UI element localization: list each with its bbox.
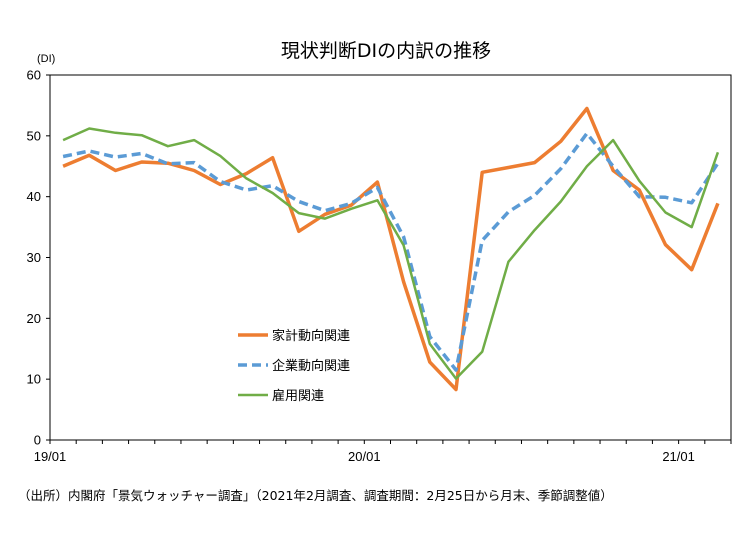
x-tick-label: 21/01 bbox=[662, 449, 695, 464]
y-tick-label: 10 bbox=[27, 372, 41, 387]
x-tick-label: 20/01 bbox=[348, 449, 381, 464]
y-tick-label: 0 bbox=[34, 433, 41, 448]
axes: 0 10 20 30 40 50 60 19/01 20/01 21/01 bbox=[27, 68, 732, 464]
legend-label-3: 雇用関連 bbox=[272, 388, 324, 404]
legend-label-1: 家計動向関連 bbox=[272, 328, 350, 344]
y-tick-label: 30 bbox=[27, 250, 41, 265]
legend-label-2: 企業動向関連 bbox=[272, 358, 350, 374]
x-tick-label: 19/01 bbox=[34, 449, 67, 464]
y-tick-label: 50 bbox=[27, 128, 41, 143]
y-tick-label: 20 bbox=[27, 311, 41, 326]
plot-frame bbox=[49, 74, 732, 441]
chart-title: 現状判断DIの内訳の推移 bbox=[281, 40, 491, 62]
series-line-2 bbox=[62, 131, 720, 372]
y-tick-label: 40 bbox=[27, 189, 41, 204]
y-axis-unit: (DI) bbox=[37, 53, 55, 65]
y-tick-label: 60 bbox=[27, 68, 41, 83]
series-line-3 bbox=[62, 127, 720, 380]
source-note: （出所）内閣府「景気ウォッチャー調査」（2021年2月調査、調査期間：2月25日… bbox=[18, 488, 613, 503]
series-layer bbox=[62, 106, 720, 392]
